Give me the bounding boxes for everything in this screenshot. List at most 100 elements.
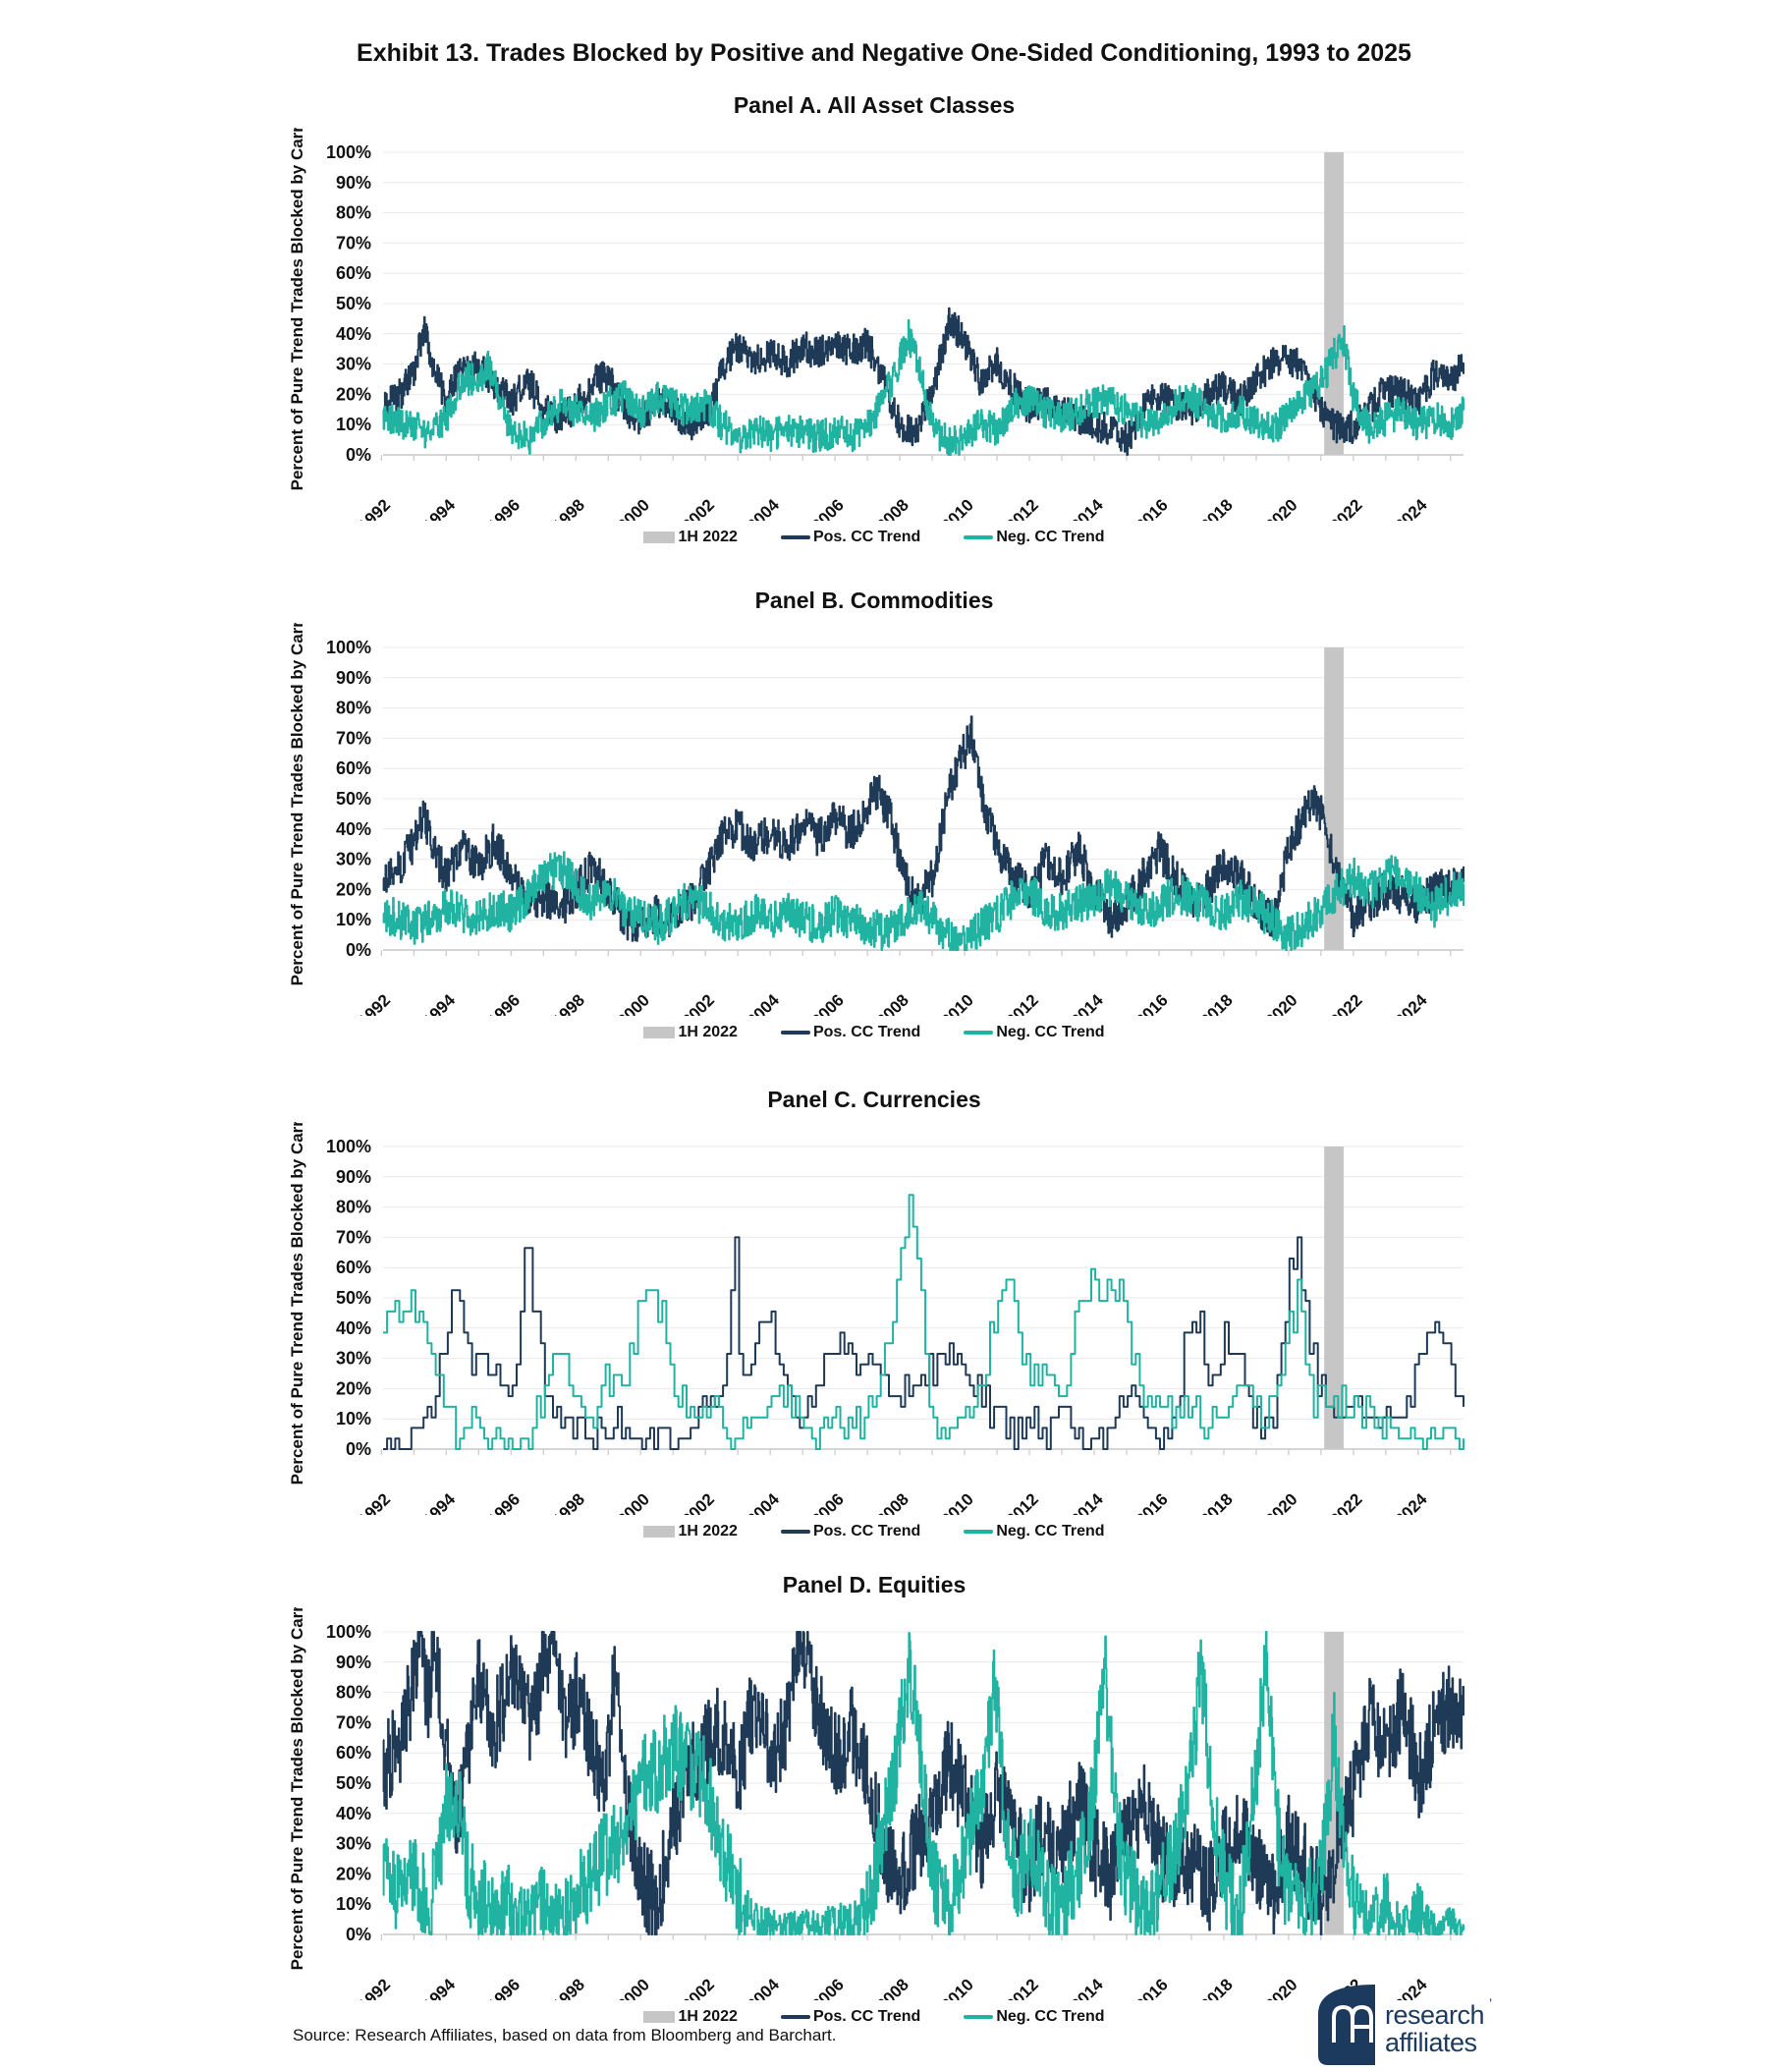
svg-text:2018: 2018 (1197, 1975, 1237, 2000)
pos-line-swatch (780, 535, 810, 539)
pos-cc-trend-line (383, 1236, 1464, 1450)
svg-text:2018: 2018 (1197, 495, 1237, 521)
x-axis-ticks (380, 455, 1452, 461)
panel-a-title: Panel A. All Asset Classes (733, 92, 1016, 118)
svg-text:30%: 30% (336, 355, 371, 374)
svg-text:100%: 100% (326, 1622, 371, 1642)
svg-text:1994: 1994 (419, 1975, 460, 2000)
panel-c-title: Panel C. Currencies (767, 1087, 981, 1112)
svg-text:2014: 2014 (1068, 990, 1108, 1016)
svg-text:2002: 2002 (679, 1975, 718, 2000)
svg-text:2006: 2006 (808, 1975, 848, 2000)
neg-cc-trend-line (383, 1194, 1464, 1450)
x-tick-labels: 1992 1994 1996 1998 2000 2002 2004 2006 2008 2010… (355, 1489, 1431, 1515)
y-tick-labels: 100% 90% 80% 70% 60% 50% 40% 30% 20% 10% 0% (326, 1137, 371, 1459)
svg-text:2008: 2008 (873, 1975, 912, 2000)
band-label: 1H 2022 (678, 529, 738, 545)
pos-label: Pos. CC Trend (812, 1523, 921, 1540)
svg-text:2012: 2012 (1003, 990, 1042, 1016)
svg-text:1996: 1996 (484, 990, 524, 1016)
panel-c-legend: 1H 2022 Pos. CC Trend Neg. CC Trend (334, 1523, 1414, 1540)
svg-text:2016: 2016 (1133, 1975, 1172, 2000)
svg-text:2020: 2020 (1262, 990, 1301, 1016)
neg-label: Neg. CC Trend (996, 2008, 1105, 2025)
svg-text:20%: 20% (336, 1864, 371, 1883)
svg-text:100%: 100% (326, 638, 371, 657)
svg-text:70%: 70% (336, 728, 371, 748)
svg-text:60%: 60% (336, 1743, 371, 1763)
svg-text:2020: 2020 (1262, 1975, 1301, 2000)
svg-text:60%: 60% (336, 1258, 371, 1277)
band-label: 1H 2022 (678, 2008, 738, 2025)
svg-text:2002: 2002 (679, 1489, 718, 1515)
svg-text:90%: 90% (336, 668, 371, 688)
research-affiliates-logo: research ’ affiliates (1318, 1985, 1492, 2065)
svg-text:1992: 1992 (355, 495, 394, 521)
svg-text:40%: 40% (336, 324, 371, 344)
legend-item-neg: Neg. CC Trend (964, 1523, 1105, 1540)
svg-text:90%: 90% (336, 1167, 371, 1187)
svg-text:2000: 2000 (614, 1975, 653, 2000)
legend-item-pos: Pos. CC Trend (780, 1024, 921, 1041)
neg-cc-trend-line (382, 1631, 1464, 1935)
neg-line-swatch (964, 535, 994, 539)
neg-label: Neg. CC Trend (996, 529, 1105, 545)
svg-text:40%: 40% (336, 1804, 371, 1823)
svg-text:1996: 1996 (484, 495, 524, 521)
svg-text:2010: 2010 (938, 1489, 977, 1515)
svg-text:90%: 90% (336, 173, 371, 193)
svg-text:2018: 2018 (1197, 990, 1237, 1016)
svg-text:50%: 50% (336, 294, 371, 313)
svg-text:2002: 2002 (679, 495, 718, 521)
y-tick-labels: 100% 90% 80% 70% 60% 50% 40% 30% 20% 10% 0% (326, 1622, 371, 1944)
svg-text:1994: 1994 (419, 495, 460, 521)
y-axis-title: Percent of Pure Trend Trades Blocked by … (288, 1122, 306, 1484)
panel-b: Panel B. Commodities 100% 90% 80% 70% 60% 50%… (0, 584, 1768, 1075)
source-note: Source: Research Affiliates, based on da… (293, 2026, 837, 2044)
svg-text:30%: 30% (336, 850, 371, 869)
svg-text:2000: 2000 (614, 495, 653, 521)
svg-text:2014: 2014 (1068, 495, 1108, 521)
svg-text:40%: 40% (336, 1318, 371, 1338)
x-tick-labels: 1992 1994 1996 1998 2000 2002 2004 2006 2008 2010… (355, 495, 1431, 521)
logo-text-research: research (1385, 2000, 1484, 2030)
svg-text:10%: 10% (336, 1894, 371, 1914)
neg-cc-trend-line (382, 318, 1464, 456)
logo-text-affiliates: affiliates (1385, 2028, 1477, 2057)
svg-text:40%: 40% (336, 819, 371, 839)
neg-label: Neg. CC Trend (996, 1523, 1105, 1540)
svg-text:2020: 2020 (1262, 1489, 1301, 1515)
svg-text:1994: 1994 (419, 990, 460, 1016)
neg-line-swatch (964, 2015, 994, 2019)
svg-text:2024: 2024 (1391, 1489, 1431, 1515)
pos-label: Pos. CC Trend (812, 1024, 921, 1040)
svg-text:2006: 2006 (808, 1489, 848, 1515)
svg-text:0%: 0% (346, 445, 371, 465)
neg-label: Neg. CC Trend (996, 1024, 1105, 1040)
svg-text:2022: 2022 (1327, 495, 1366, 521)
svg-text:10%: 10% (336, 415, 371, 434)
svg-text:1996: 1996 (484, 1975, 524, 2000)
svg-text:50%: 50% (336, 1773, 371, 1793)
svg-text:10%: 10% (336, 1409, 371, 1428)
svg-text:2010: 2010 (938, 495, 977, 521)
svg-text:70%: 70% (336, 233, 371, 252)
legend-item-pos: Pos. CC Trend (780, 1523, 921, 1540)
legend-item-neg: Neg. CC Trend (964, 2008, 1105, 2026)
panel-d-chart: 100%90%80%70%60%50%40%30%20%10%0%1992 199… (288, 1607, 1464, 2000)
svg-text:70%: 70% (336, 1227, 371, 1247)
svg-text:2016: 2016 (1133, 495, 1172, 521)
band-swatch (643, 1027, 676, 1038)
svg-text:2022: 2022 (1327, 990, 1366, 1016)
svg-text:0%: 0% (346, 940, 371, 960)
svg-text:2000: 2000 (614, 1489, 653, 1515)
y-axis-title: Percent of Pure Trend Trades Blocked by … (288, 128, 306, 490)
legend-item-band: 1H 2022 (643, 1523, 738, 1540)
svg-text:2014: 2014 (1068, 1489, 1108, 1515)
svg-text:30%: 30% (336, 1834, 371, 1854)
panel-d-legend: 1H 2022 Pos. CC Trend Neg. CC Trend (334, 2008, 1414, 2026)
legend-item-band: 1H 2022 (643, 529, 738, 546)
svg-text:2004: 2004 (744, 495, 784, 521)
panel-c-chart: 100%90%80%70%60%50%40%30%20%10%0%1992 199… (288, 1122, 1464, 1515)
pos-line-swatch (780, 1530, 810, 1534)
